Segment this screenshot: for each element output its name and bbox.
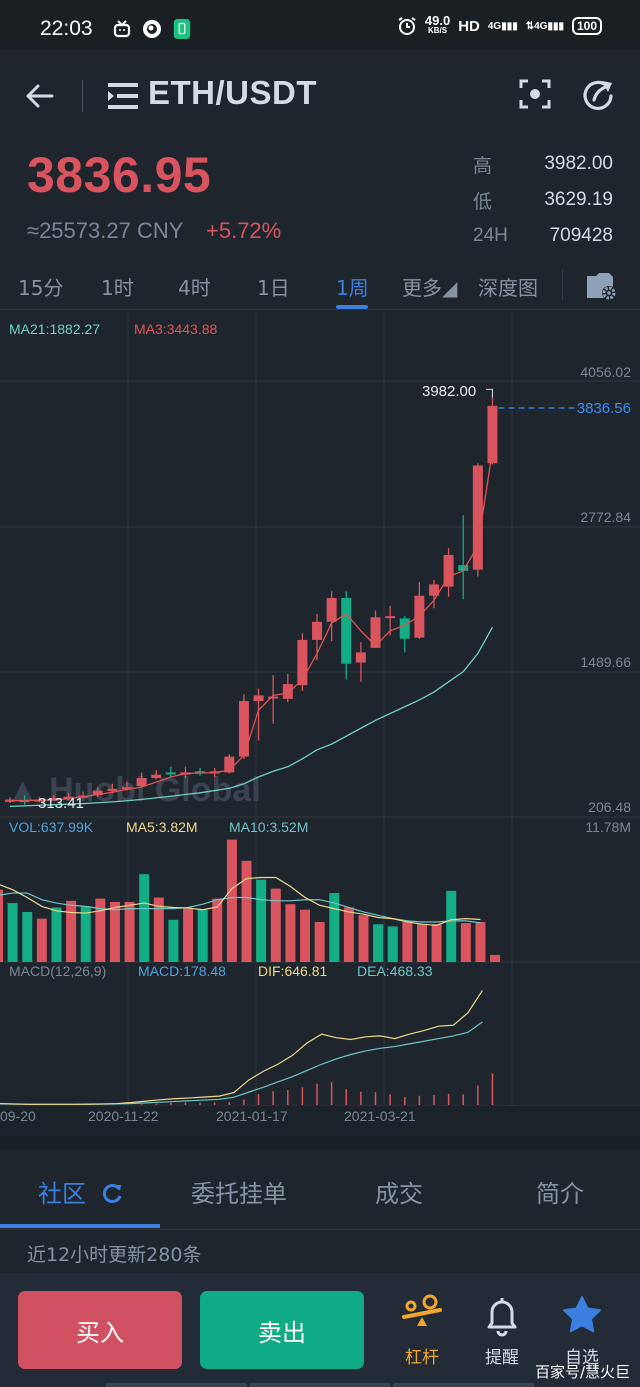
x-axis-label: 09-20 <box>0 1108 36 1124</box>
alert-button[interactable]: 提醒 <box>472 1293 532 1368</box>
tab-intro[interactable]: 简介 <box>536 1180 584 1208</box>
action-bar: 买入 卖出 杠杆 提醒 自选 百家号/慧火巨 <box>0 1273 640 1387</box>
chart-settings-icon[interactable] <box>584 268 618 302</box>
signal-icon-2: ⇅4G▮▮▮ <box>525 20 564 32</box>
refresh-icon[interactable] <box>102 1182 124 1204</box>
dif-value: DIF:646.81 <box>258 963 328 979</box>
camera-app-icon <box>143 20 161 38</box>
period-divider <box>562 270 563 300</box>
pair-title[interactable]: ETH/USDT <box>148 74 317 111</box>
active-tab-indicator <box>0 1224 160 1228</box>
macd-title: MACD(12,26,9) <box>9 963 107 979</box>
signal-icon: 4G▮▮▮ <box>487 20 518 32</box>
period-tab-1w[interactable]: 1周 <box>336 276 369 300</box>
alarm-icon <box>398 17 416 35</box>
period-tab-1d[interactable]: 1日 <box>257 276 290 300</box>
status-bar: 22:03 49.0 KB/S HD 4G▮▮▮ ⇅4G▮▮▮ 100 <box>0 0 640 50</box>
kline-chart-canvas[interactable]: ▲ Huobi Global <box>0 311 640 1136</box>
update-note: 近12小时更新280条 <box>0 1231 640 1273</box>
x-axis-label: 2020-11-22 <box>88 1108 159 1124</box>
active-period-indicator <box>336 305 368 309</box>
y-axis-label: 4056.02 <box>580 364 631 380</box>
x-axis-label: 2021-03-21 <box>344 1108 416 1124</box>
cny-price: ≈25573.27 CNY <box>27 218 184 243</box>
focus-capture-icon[interactable] <box>517 76 553 112</box>
clock: 22:03 <box>40 17 93 40</box>
buy-button[interactable]: 买入 <box>18 1291 182 1369</box>
sell-button[interactable]: 卖出 <box>200 1291 364 1369</box>
leverage-icon <box>402 1294 442 1326</box>
tab-orders[interactable]: 委托挂单 <box>191 1180 287 1208</box>
info-tabs: 社区 委托挂单 成交 简介 <box>0 1150 640 1230</box>
kline-chart[interactable]: ▲ Huobi Global MA21:1882.27 MA3:3443.88 … <box>0 311 640 1136</box>
ma3-label: MA3:3443.88 <box>134 321 218 337</box>
macd-value: MACD:178.48 <box>138 963 226 979</box>
share-arrow-icon[interactable] <box>580 76 616 112</box>
ma21-label: MA21:1882.27 <box>9 321 101 337</box>
min-price-label: 313.41 <box>38 795 84 812</box>
battery-saver-icon <box>173 19 191 39</box>
hd-indicator: HD <box>458 17 480 35</box>
y-axis-label: 2772.84 <box>580 509 631 525</box>
network-speed: 49.0 KB/S <box>424 13 451 35</box>
x-axis-label: 2021-01-17 <box>216 1108 288 1124</box>
battery-icon: 100 <box>571 17 602 35</box>
max-price-label: 3982.00 <box>422 383 477 400</box>
tab-trades[interactable]: 成交 <box>375 1180 423 1208</box>
section-gap <box>0 1136 640 1150</box>
period-tab-depth[interactable]: 深度图 <box>478 276 538 300</box>
bell-icon <box>487 1298 517 1337</box>
tv-icon <box>113 20 131 38</box>
ticker-stats: 高 3982.00 低 3629.19 24H 709428 <box>473 146 613 254</box>
period-tabs: 15分 1时 4时 1日 1周 更多◢ 深度图 <box>0 260 640 310</box>
period-tab-4h[interactable]: 4时 <box>178 276 211 300</box>
source-watermark: 百家号/慧火巨 <box>534 1363 630 1381</box>
period-tab-15m[interactable]: 15分 <box>18 276 64 300</box>
stat-24h-volume: 24H 709428 <box>473 225 613 246</box>
vol-label: VOL:637.99K <box>9 819 94 835</box>
favorite-button[interactable]: 自选 <box>552 1293 612 1368</box>
price-change: +5.72% <box>206 218 282 243</box>
dea-value: DEA:468.33 <box>357 963 433 979</box>
star-icon <box>563 1296 601 1333</box>
last-price-marker: 3836.56 <box>576 400 631 417</box>
leverage-button[interactable]: 杠杆 <box>392 1293 452 1368</box>
header-divider <box>82 80 83 112</box>
last-price: 3836.95 <box>27 147 212 203</box>
vol-ma5-label: MA5:3.82M <box>126 819 198 835</box>
gesture-bar <box>106 1383 535 1387</box>
stat-low: 低 3629.19 <box>473 189 613 213</box>
vol-ma10-label: MA10:3.52M <box>229 819 309 835</box>
tab-community[interactable]: 社区 <box>38 1174 124 1209</box>
arrow-left-icon[interactable] <box>22 78 58 114</box>
y-axis-label: 206.48 <box>588 799 631 815</box>
y-axis-label: 1489.66 <box>580 654 631 670</box>
period-tab-more[interactable]: 更多◢ <box>402 276 458 300</box>
period-tab-1h[interactable]: 1时 <box>101 276 134 300</box>
header: ETH/USDT <box>0 50 640 140</box>
vol-max-label: 11.78M <box>585 819 631 835</box>
pair-list-icon[interactable] <box>108 82 138 110</box>
stat-high: 高 3982.00 <box>473 153 613 177</box>
